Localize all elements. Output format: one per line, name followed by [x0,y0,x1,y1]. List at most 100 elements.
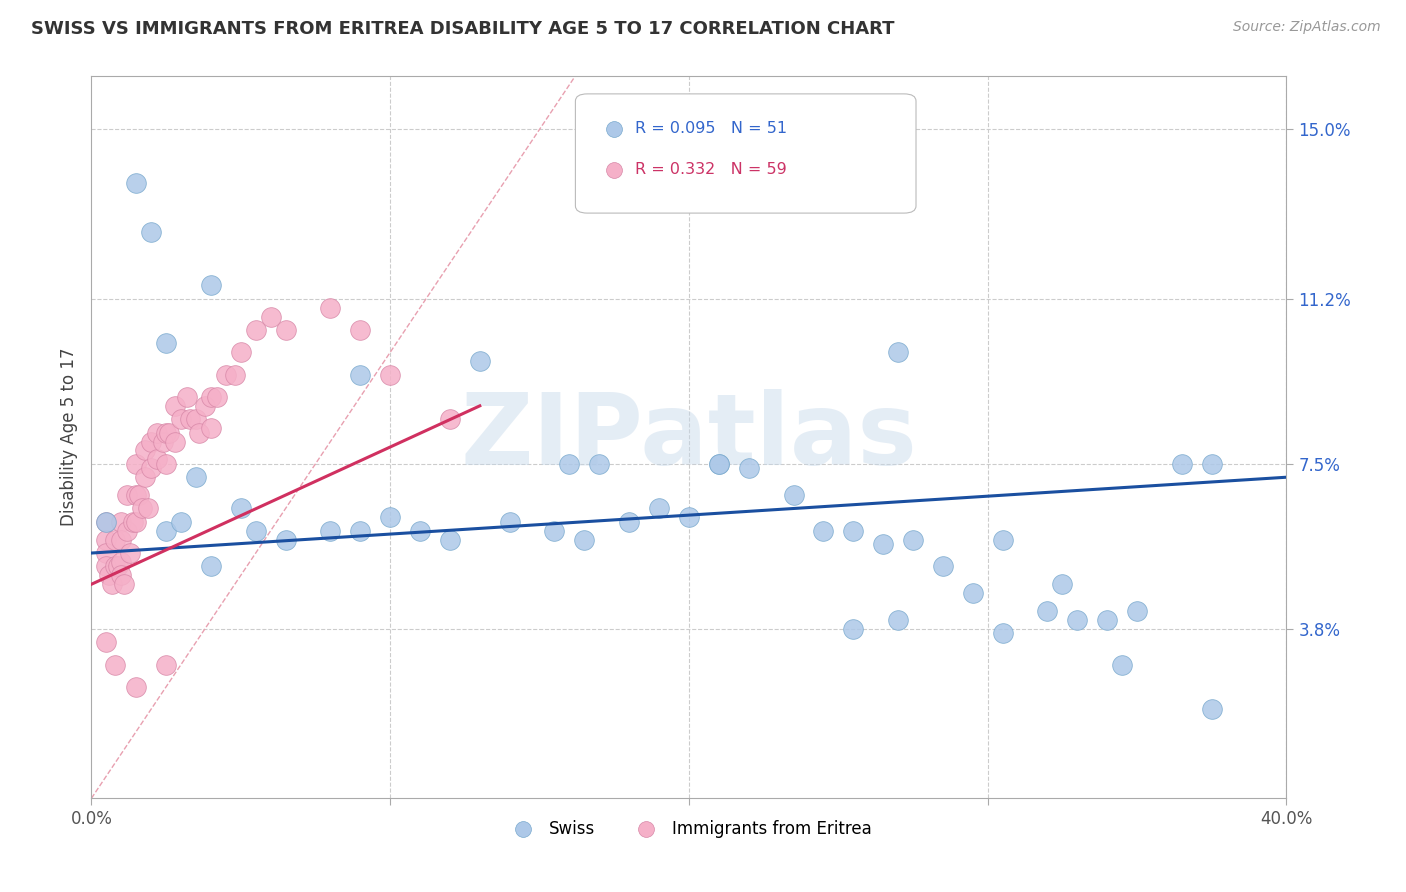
Point [155,336,177,351]
Point [128,488,150,502]
Point [104,657,127,672]
Point [245,323,267,337]
Point [1097,613,1119,627]
Point [184,470,207,484]
Point [574,533,596,547]
Point [1066,613,1088,627]
Point [125,680,148,694]
Text: R = 0.095   N = 51: R = 0.095 N = 51 [636,121,787,136]
Text: R = 0.332   N = 59: R = 0.332 N = 59 [636,162,787,178]
Point [200,390,222,404]
Point [409,524,432,538]
Point [115,524,138,538]
Point [122,515,145,529]
Point [439,533,461,547]
Point [274,323,297,337]
Point [439,412,461,426]
FancyBboxPatch shape [575,94,917,213]
Point [110,555,132,569]
Point [170,412,193,426]
Point [96,533,118,547]
Point [184,412,207,426]
Point [134,470,156,484]
Point [962,586,984,600]
Point [349,323,371,337]
Point [887,345,910,359]
Text: SWISS VS IMMIGRANTS FROM ERITREA DISABILITY AGE 5 TO 17 CORRELATION CHART: SWISS VS IMMIGRANTS FROM ERITREA DISABIL… [31,20,894,37]
Point [224,368,246,382]
Point [274,533,297,547]
Point [194,399,217,413]
Y-axis label: Disability Age 5 to 17: Disability Age 5 to 17 [59,348,77,526]
Point [104,559,127,574]
Point [120,546,142,560]
Point [991,626,1014,640]
Point [319,524,342,538]
Point [707,457,730,471]
Point [141,461,163,475]
Point [349,368,371,382]
Point [1052,577,1074,591]
Point [932,559,955,574]
Point [813,524,835,538]
Point [782,488,804,502]
Point [141,225,163,239]
Point [1201,702,1223,716]
Point [134,443,156,458]
Point [125,176,148,190]
Text: ZIPatlas: ZIPatlas [461,389,917,485]
Point [155,425,177,440]
Point [468,354,491,368]
Point [1036,604,1059,618]
Point [155,657,177,672]
Point [170,515,193,529]
Point [188,425,211,440]
Point [737,461,759,475]
Point [104,533,127,547]
Point [131,501,153,516]
Point [98,568,121,582]
Point [146,425,169,440]
Point [152,434,174,449]
Point [205,390,228,404]
Point [619,515,641,529]
Point [179,412,201,426]
Point [901,533,924,547]
Point [887,613,910,627]
Point [543,524,565,538]
Point [1201,457,1223,471]
Point [991,533,1014,547]
Point [1126,604,1149,618]
Point [215,368,238,382]
Point [96,559,118,574]
Point [319,301,342,315]
Point [200,421,222,435]
Point [115,488,138,502]
Point [229,501,252,516]
Point [588,457,610,471]
Point [245,524,267,538]
Point [155,524,177,538]
Point [648,501,671,516]
Point [163,434,186,449]
Point [842,622,865,636]
Point [125,515,148,529]
Point [842,524,865,538]
Point [499,515,522,529]
Point [96,546,118,560]
Point [200,559,222,574]
Text: Source: ZipAtlas.com: Source: ZipAtlas.com [1233,20,1381,34]
Point [146,452,169,467]
Point [678,510,700,524]
Point [1111,657,1133,672]
Point [96,515,118,529]
Point [707,457,730,471]
Legend: Swiss, Immigrants from Eritrea: Swiss, Immigrants from Eritrea [499,813,879,844]
Point [125,488,148,502]
Point [259,310,281,324]
Point [96,635,118,649]
Point [110,515,132,529]
Point [229,345,252,359]
Point [107,559,129,574]
Point [141,434,163,449]
